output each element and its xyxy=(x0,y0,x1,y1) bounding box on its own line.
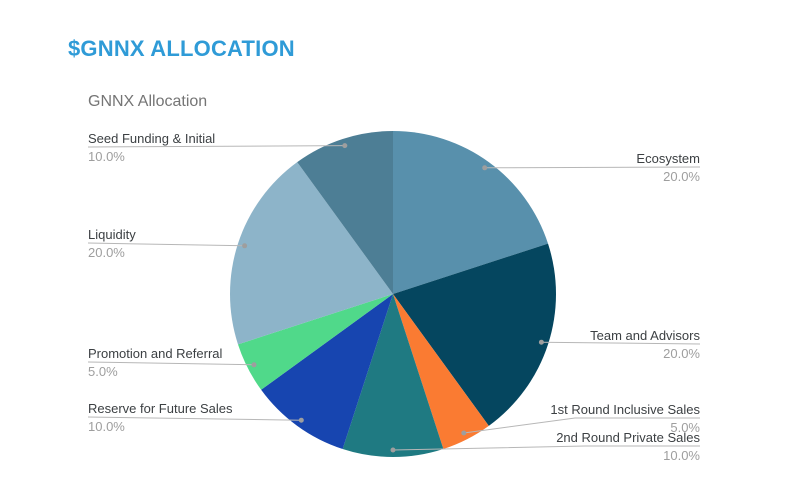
slice-name: Liquidity xyxy=(88,227,136,242)
slice-label-ecosystem: Ecosystem 20.0% xyxy=(636,151,700,184)
slice-percent: 20.0% xyxy=(663,346,700,361)
slice-name: 2nd Round Private Sales xyxy=(556,430,700,445)
slice-label-liquidity: Liquidity 20.0% xyxy=(88,227,136,260)
leader-line-reserve-for-future-sales xyxy=(87,416,302,421)
slice-percent: 20.0% xyxy=(88,245,125,260)
chart-title: GNNX Allocation xyxy=(88,93,208,110)
pie-slice-reserve-for-future-sales[interactable] xyxy=(261,294,393,450)
slice-percent: 20.0% xyxy=(663,169,700,184)
leader-dot-1st-round-inclusive-sales xyxy=(461,430,467,436)
leader-dot-seed-funding-initial xyxy=(342,143,348,149)
slice-label-1st-round-inclusive-sales: 1st Round Inclusive Sales 5.0% xyxy=(550,402,700,435)
slice-name: 1st Round Inclusive Sales xyxy=(550,402,700,417)
slice-label-reserve-for-future-sales: Reserve for Future Sales 10.0% xyxy=(88,401,233,434)
slice-percent: 10.0% xyxy=(663,448,700,463)
slice-percent: 10.0% xyxy=(88,149,125,164)
pie-slice-liquidity[interactable] xyxy=(230,162,393,345)
leader-line-1st-round-inclusive-sales xyxy=(463,417,700,434)
slice-percent: 10.0% xyxy=(88,419,125,434)
slice-name: Promotion and Referral xyxy=(88,346,223,361)
leader-line-seed-funding-initial xyxy=(87,145,345,148)
leader-line-ecosystem xyxy=(484,166,701,169)
leader-dot-ecosystem xyxy=(482,165,488,171)
slice-name: Seed Funding & Initial xyxy=(88,131,216,146)
pie-slice-team-and-advisors[interactable] xyxy=(393,243,556,426)
leader-dot-promotion-and-referral xyxy=(251,362,257,368)
pie-slice-1st-round-inclusive-sales[interactable] xyxy=(393,294,489,450)
pie-slice-ecosystem[interactable] xyxy=(393,131,549,294)
slice-percent: 5.0% xyxy=(670,420,700,435)
page-title: $GNNX ALLOCATION xyxy=(68,36,295,61)
slice-name: Ecosystem xyxy=(636,151,700,166)
leader-line-team-and-advisors xyxy=(541,341,701,345)
pie-slice-promotion-and-referral[interactable] xyxy=(237,294,393,390)
leader-dot-team-and-advisors xyxy=(538,339,544,345)
slice-label-team-and-advisors: Team and Advisors 20.0% xyxy=(590,328,700,361)
leader-line-liquidity xyxy=(87,242,245,247)
slice-percent: 5.0% xyxy=(88,364,118,379)
pie-slice-seed-funding-initial[interactable] xyxy=(297,131,393,294)
slice-name: Team and Advisors xyxy=(590,328,700,343)
leader-dot-liquidity xyxy=(242,243,248,249)
slice-label-2nd-round-private-sales: 2nd Round Private Sales 10.0% xyxy=(556,430,700,463)
leader-dot-reserve-for-future-sales xyxy=(298,417,304,423)
pie-slice-2nd-round-private-sales[interactable] xyxy=(342,294,444,457)
leader-line-2nd-round-private-sales xyxy=(392,445,700,451)
slice-label-seed-funding-initial: Seed Funding & Initial 10.0% xyxy=(88,131,215,164)
slice-name: Reserve for Future Sales xyxy=(88,401,233,416)
leader-dot-2nd-round-private-sales xyxy=(390,447,396,453)
leader-line-promotion-and-referral xyxy=(87,361,255,366)
slice-label-promotion-and-referral: Promotion and Referral 5.0% xyxy=(88,346,222,379)
